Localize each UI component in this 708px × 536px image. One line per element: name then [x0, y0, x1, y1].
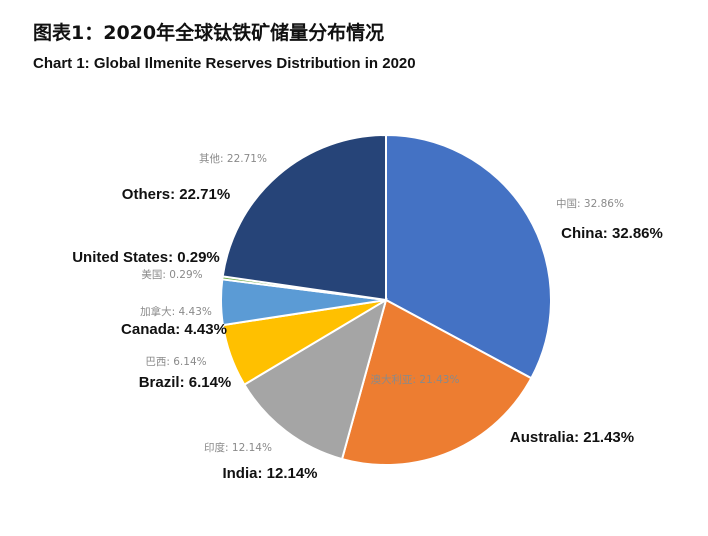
pie-slice-australia [340, 298, 533, 466]
pie-slice-india [242, 297, 388, 461]
data-label-cn-india: 印度: 12.14% [204, 441, 272, 454]
pie-slice-others [221, 133, 387, 302]
chart-title-cn: 图表1：2020年全球钛铁矿储量分布情况 [33, 22, 385, 44]
data-label-en-others: Others: 22.71% [122, 186, 230, 203]
data-label-en-china: China: 32.86% [561, 225, 663, 242]
data-label-cn-united-states: 美国: 0.29% [141, 268, 202, 281]
data-label-en-india: India: 12.14% [222, 465, 317, 482]
data-label-cn-canada: 加拿大: 4.43% [140, 305, 212, 318]
data-label-en-australia: Australia: 21.43% [510, 429, 634, 446]
data-label-en-canada: Canada: 4.43% [121, 321, 227, 338]
pie-slice-china [385, 133, 552, 380]
data-label-cn-others: 其他: 22.71% [199, 152, 267, 165]
data-label-cn-china: 中国: 32.86% [556, 197, 624, 210]
chart-title-en: Chart 1: Global Ilmenite Reserves Distri… [33, 55, 416, 72]
data-label-cn-brazil: 巴西: 6.14% [145, 356, 206, 368]
data-label-en-united-states: United States: 0.29% [72, 249, 220, 266]
data-label-en-brazil: Brazil: 6.14% [139, 374, 232, 391]
data-label-cn-australia: 澳大利亚: 21.43% [371, 373, 460, 386]
